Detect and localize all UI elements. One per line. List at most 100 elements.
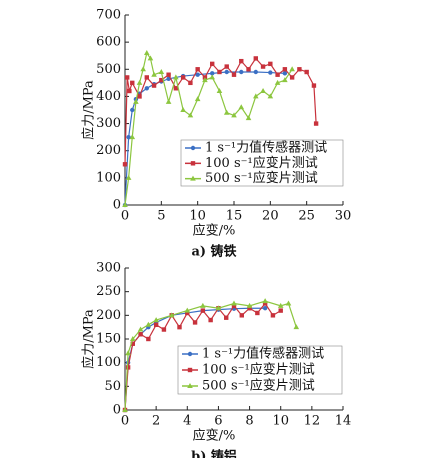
marker — [313, 121, 319, 126]
marker — [153, 322, 159, 327]
marker — [125, 174, 132, 180]
marker — [209, 74, 215, 80]
y-axis-label: 应力/MPa — [81, 309, 97, 369]
y-tick-label: 400 — [96, 89, 121, 104]
marker — [177, 324, 182, 330]
marker — [267, 93, 274, 99]
marker — [277, 302, 284, 308]
x-tick-label: 2 — [152, 414, 160, 429]
marker — [195, 67, 200, 72]
marker — [190, 175, 196, 181]
x-tick-label: 12 — [304, 414, 321, 429]
marker — [130, 107, 135, 113]
marker — [187, 112, 194, 118]
legend-box — [180, 139, 344, 187]
marker — [253, 56, 258, 61]
marker — [137, 94, 142, 99]
marker — [190, 161, 196, 166]
marker — [262, 301, 268, 306]
marker — [173, 74, 179, 80]
marker — [282, 77, 288, 83]
y-tick-label: 0 — [113, 198, 121, 213]
marker — [231, 303, 237, 309]
marker — [224, 69, 229, 75]
marker — [168, 312, 175, 318]
marker — [239, 69, 244, 75]
marker — [274, 79, 281, 85]
chart-title: a) 铸铁 — [191, 244, 236, 260]
marker — [200, 302, 206, 308]
marker — [126, 134, 131, 140]
x-tick-label: 30 — [335, 209, 352, 224]
marker — [202, 77, 208, 83]
marker — [253, 69, 258, 75]
marker — [238, 104, 245, 110]
marker — [146, 336, 151, 342]
marker — [245, 115, 252, 121]
marker — [260, 88, 266, 93]
marker — [130, 341, 135, 346]
marker — [138, 332, 143, 337]
marker — [180, 75, 186, 80]
marker — [124, 75, 130, 80]
y-tick-label: 500 — [96, 62, 121, 77]
marker — [151, 71, 157, 77]
marker — [231, 300, 237, 306]
series-line — [124, 51, 293, 206]
marker — [144, 50, 150, 55]
marker — [246, 67, 251, 72]
marker — [231, 112, 237, 118]
marker — [192, 320, 198, 325]
marker — [224, 64, 229, 69]
x-tick-label: 0 — [121, 209, 129, 224]
y-tick-label: 600 — [96, 35, 121, 50]
legend-label: 1 s⁻¹力值传感器测试 — [205, 140, 327, 156]
y-tick-label: 50 — [104, 379, 121, 394]
marker — [262, 298, 268, 304]
x-tick-label: 8 — [245, 414, 253, 429]
marker — [255, 310, 260, 316]
marker — [231, 72, 237, 77]
marker — [239, 58, 244, 64]
marker — [210, 71, 215, 76]
x-tick-label: 5 — [157, 209, 165, 224]
marker — [253, 93, 259, 99]
marker — [187, 383, 193, 388]
marker — [145, 321, 152, 327]
marker — [185, 310, 190, 316]
marker — [153, 317, 159, 323]
legend-label: 500 s⁻¹应变片测试 — [205, 170, 318, 186]
legend-box — [177, 345, 343, 395]
marker — [129, 336, 136, 341]
marker — [158, 69, 165, 74]
marker — [195, 72, 200, 77]
marker — [194, 96, 201, 102]
marker — [144, 75, 149, 80]
x-tick-label: 10 — [272, 414, 289, 429]
marker — [133, 98, 139, 104]
marker — [239, 313, 244, 318]
marker — [262, 306, 268, 311]
marker — [289, 66, 295, 72]
marker — [122, 162, 128, 167]
y-tick-label: 100 — [96, 355, 121, 370]
y-tick-label: 300 — [96, 116, 121, 131]
marker — [127, 88, 132, 94]
marker — [215, 305, 222, 311]
marker — [147, 55, 154, 61]
marker — [268, 61, 273, 67]
marker — [275, 72, 280, 77]
marker — [187, 367, 193, 373]
marker — [165, 98, 172, 104]
y-tick-label: 150 — [96, 332, 121, 347]
marker — [125, 365, 131, 370]
marker — [159, 77, 164, 83]
legend-label: 500 s⁻¹应变片测试 — [202, 378, 315, 394]
y-tick-label: 300 — [96, 261, 121, 276]
marker — [278, 308, 283, 313]
marker — [188, 80, 193, 86]
marker — [216, 88, 223, 93]
x-tick-label: 20 — [262, 209, 279, 224]
marker — [293, 324, 300, 330]
